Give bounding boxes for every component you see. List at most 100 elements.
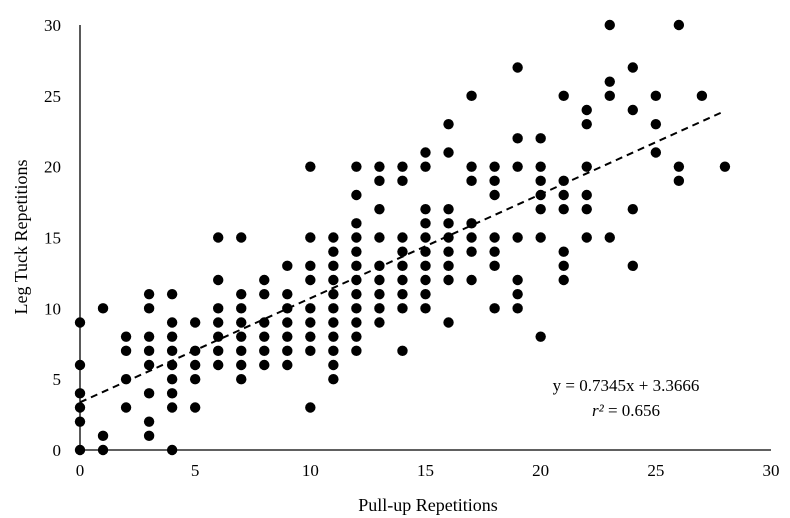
data-point — [120, 345, 132, 357]
data-point — [535, 331, 546, 342]
data-point — [236, 345, 247, 357]
data-point — [374, 203, 385, 215]
data-point — [74, 317, 86, 328]
data-point — [489, 303, 500, 314]
data-point — [489, 260, 500, 272]
data-point — [397, 345, 408, 357]
data-point — [512, 62, 523, 73]
data-point — [443, 118, 454, 130]
y-tick-label: 10 — [44, 299, 61, 318]
data-point — [97, 444, 109, 456]
data-point — [236, 373, 247, 385]
data-point — [535, 232, 546, 243]
data-point — [443, 260, 454, 272]
data-point — [420, 203, 431, 215]
data-point — [627, 203, 638, 215]
data-point — [236, 303, 247, 314]
data-point — [420, 161, 431, 172]
data-point — [581, 118, 592, 130]
data-point — [328, 345, 339, 357]
data-point — [558, 260, 569, 272]
data-point — [696, 90, 708, 102]
data-point — [328, 260, 339, 272]
data-point — [397, 161, 408, 172]
data-point — [213, 303, 224, 314]
data-point — [259, 345, 270, 357]
data-point — [466, 175, 477, 187]
data-point — [351, 303, 362, 314]
data-point — [466, 90, 477, 102]
data-point — [166, 373, 178, 385]
data-point — [189, 359, 201, 371]
y-tick-label: 25 — [44, 87, 61, 106]
data-point — [512, 274, 523, 286]
data-point — [397, 260, 408, 272]
data-point — [604, 232, 615, 243]
x-tick-label: 20 — [532, 461, 549, 480]
data-point — [512, 161, 523, 172]
data-point — [213, 345, 224, 357]
data-point — [143, 288, 155, 300]
x-tick-label: 0 — [76, 461, 85, 480]
data-point — [489, 246, 500, 257]
data-point — [213, 359, 224, 371]
data-point — [397, 175, 408, 187]
data-point — [443, 218, 454, 229]
data-point — [627, 62, 638, 73]
data-point — [189, 317, 201, 328]
data-point — [259, 359, 270, 371]
data-point — [143, 430, 155, 442]
data-point — [305, 303, 316, 314]
data-point — [351, 260, 362, 272]
trendline-equation: y = 0.7345x + 3.3666 — [553, 376, 700, 395]
data-point — [604, 76, 615, 87]
data-point — [328, 246, 339, 257]
data-points — [74, 19, 731, 456]
data-point — [535, 133, 546, 144]
data-point — [282, 359, 293, 371]
data-point — [397, 232, 408, 243]
data-point — [443, 203, 454, 215]
data-point — [489, 232, 500, 243]
data-point — [581, 232, 592, 243]
data-point — [512, 133, 523, 144]
data-point — [305, 317, 316, 328]
data-point — [650, 90, 662, 102]
x-tick-label: 5 — [191, 461, 200, 480]
data-point — [673, 175, 685, 187]
y-tick-label: 30 — [44, 16, 61, 35]
r-squared-value: = 0.656 — [604, 401, 660, 420]
data-point — [512, 303, 523, 314]
data-point — [397, 288, 408, 300]
data-point — [213, 331, 224, 342]
y-tick-label: 0 — [53, 441, 62, 460]
data-point — [213, 274, 224, 286]
data-point — [489, 175, 500, 187]
data-point — [420, 303, 431, 314]
data-point — [466, 274, 477, 286]
data-point — [282, 345, 293, 357]
r-squared-symbol: r² — [592, 401, 605, 420]
data-point — [351, 246, 362, 257]
data-point — [558, 189, 569, 201]
data-point — [443, 317, 454, 328]
data-point — [236, 288, 247, 300]
tick-labels: 0 5 10 15 20 25 30 0 5 10 15 20 25 30 — [44, 16, 780, 480]
data-point — [443, 246, 454, 257]
data-point — [282, 317, 293, 328]
data-point — [374, 175, 385, 187]
y-tick-label: 5 — [53, 370, 62, 389]
data-point — [673, 161, 685, 172]
data-point — [143, 416, 155, 427]
data-point — [351, 288, 362, 300]
data-point — [305, 331, 316, 342]
data-point — [282, 303, 293, 314]
data-point — [581, 203, 592, 215]
data-point — [282, 260, 293, 272]
data-point — [143, 303, 155, 314]
data-point — [236, 232, 247, 243]
data-point — [328, 359, 339, 371]
data-point — [397, 246, 408, 257]
data-point — [604, 19, 615, 31]
